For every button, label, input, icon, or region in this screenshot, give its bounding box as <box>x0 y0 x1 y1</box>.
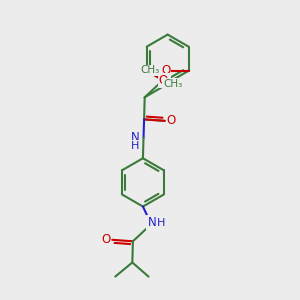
Text: CH₃: CH₃ <box>141 65 160 76</box>
Text: O: O <box>161 64 170 77</box>
Text: N: N <box>147 216 156 229</box>
Text: O: O <box>159 74 168 87</box>
Text: H: H <box>157 218 166 228</box>
Text: O: O <box>101 233 110 246</box>
Text: CH₃: CH₃ <box>163 79 182 89</box>
Text: H: H <box>131 141 140 151</box>
Text: O: O <box>167 114 176 127</box>
Text: N: N <box>131 130 140 143</box>
